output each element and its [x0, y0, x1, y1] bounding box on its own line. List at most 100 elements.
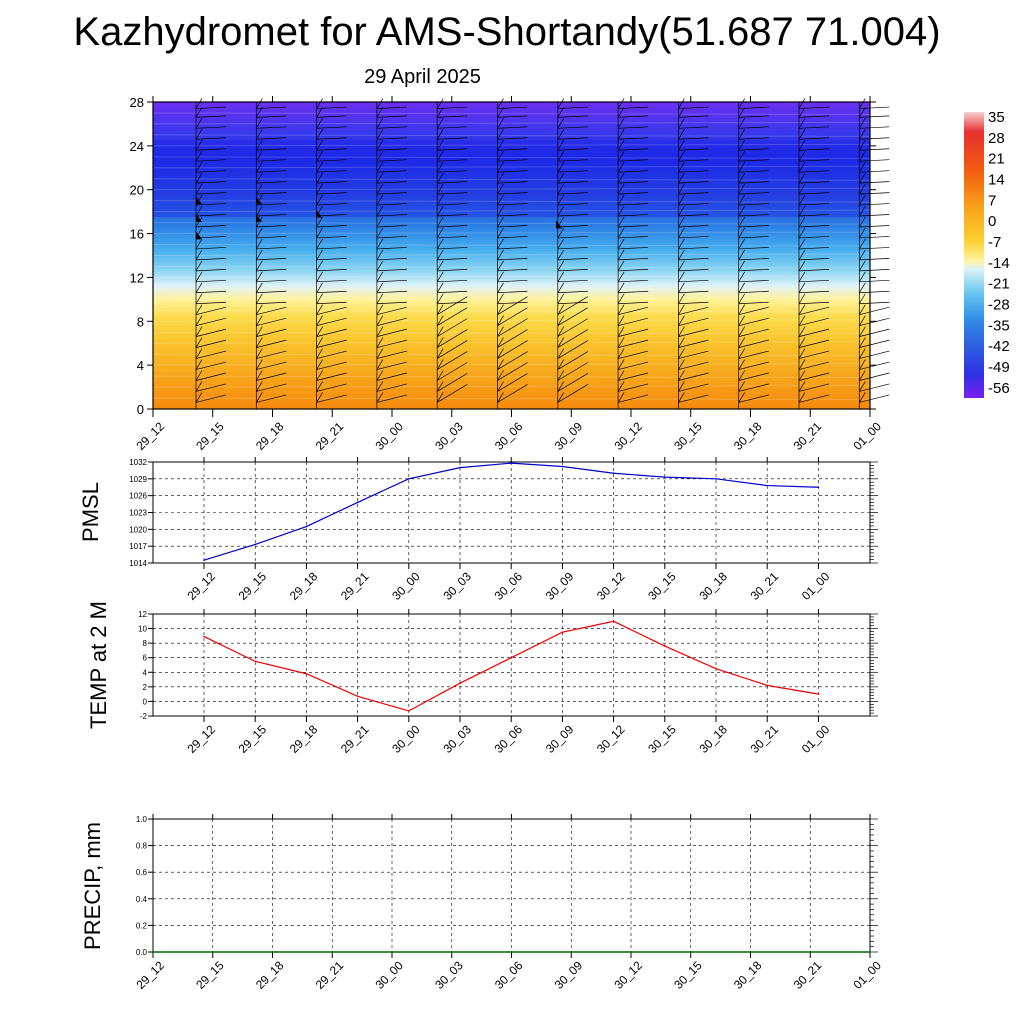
wind-barb: [798, 159, 830, 162]
wind-barb-feather: [678, 348, 685, 359]
y-tick-label: 20: [130, 183, 144, 198]
wind-barb-feather: [497, 249, 504, 261]
wind-barb: [678, 339, 709, 348]
wind-barb-feather: [858, 381, 866, 392]
wind-barb-feather: [858, 370, 866, 381]
wind-barb-feather: [798, 161, 806, 173]
wind-barb-feather: [678, 249, 685, 261]
wind-barb: [497, 279, 528, 283]
wind-barb: [798, 317, 830, 327]
wind-barb: [618, 159, 649, 162]
wind-barb: [557, 247, 588, 250]
wind-barb: [437, 340, 468, 359]
wind-barb-feather: [678, 172, 685, 184]
isotherm-line: [152, 297, 871, 300]
wind-barb-feather: [557, 271, 565, 282]
wind-barb-feather: [436, 107, 444, 118]
wind-barb-feather: [436, 370, 444, 381]
y-tick-label: 8: [137, 314, 144, 329]
wind-barb: [256, 306, 287, 316]
wind-barb: [798, 328, 830, 337]
wind-barb: [497, 258, 528, 261]
isotherm-line: [152, 143, 871, 147]
wind-barb-feather: [858, 359, 866, 370]
wind-pennant: [196, 196, 202, 205]
wind-barb-feather: [557, 140, 565, 151]
wind-barb: [618, 192, 649, 195]
wind-barb-feather: [738, 271, 746, 282]
wind-barb: [195, 148, 227, 151]
wind-barb-feather: [678, 118, 685, 129]
wind-barb: [256, 328, 287, 337]
wind-barb: [678, 126, 709, 129]
isotherm-line: [152, 231, 871, 235]
data-point: [766, 484, 768, 487]
wind-barb-feather: [617, 293, 625, 304]
wind-barb-feather: [678, 238, 685, 250]
x-tick-label: 29_12: [184, 722, 218, 756]
wind-barb-feather: [617, 337, 625, 348]
y-tick-label: 1.0: [136, 815, 148, 824]
y-tick-label: 10: [138, 625, 147, 634]
wind-barb: [859, 181, 890, 184]
wind-barb-feather: [738, 194, 746, 206]
x-tick-label: 29_18: [253, 958, 287, 992]
wind-barb-feather: [858, 172, 866, 184]
wind-barb: [738, 225, 769, 228]
wind-barb: [678, 372, 709, 381]
wind-barb: [798, 372, 830, 381]
wind-barb: [376, 372, 407, 381]
wind-barb: [376, 214, 407, 217]
pmsl-panel: 1014 1017 1020 1023 1026 1029 1032 29_12 29_15 29…: [78, 457, 878, 603]
wind-barb: [376, 383, 407, 392]
y-tick-label: 0.6: [136, 868, 148, 877]
wind-barb-feather: [678, 216, 685, 228]
wind-barb-feather: [376, 293, 384, 304]
wind-barb: [376, 159, 407, 162]
wind-barb-feather: [316, 151, 323, 162]
wind-barb-feather: [195, 216, 203, 228]
wind-barb: [738, 372, 769, 381]
wind-barb: [798, 339, 830, 348]
wind-barb: [678, 258, 709, 261]
wind-barb-feather: [617, 205, 625, 217]
wind-barb-feather: [738, 227, 746, 239]
x-tick-label: 30_15: [645, 722, 679, 756]
wind-barb: [256, 214, 287, 217]
wind-barb: [316, 192, 347, 195]
wind-barb-feather: [255, 326, 263, 337]
wind-barb: [859, 214, 890, 217]
wind-barb: [798, 170, 830, 173]
y-tick-label: 1014: [129, 559, 147, 568]
wind-barb-feather: [376, 304, 384, 315]
wind-barb: [678, 350, 709, 359]
wind-barb: [678, 269, 709, 272]
wind-barb: [798, 137, 830, 140]
wind-barb: [497, 236, 528, 239]
colorbar-label: 35: [988, 109, 1005, 126]
wind-barb-feather: [617, 172, 625, 184]
x-tick-label: 29_18: [287, 569, 321, 603]
wind-barb: [195, 159, 227, 162]
wind-barb-feather: [497, 326, 504, 337]
wind-barb: [557, 373, 588, 392]
x-tick-label: 01_00: [799, 569, 833, 603]
wind-barb: [859, 225, 890, 228]
data-point: [664, 476, 666, 478]
data-point: [510, 656, 512, 659]
wind-barb-feather: [436, 194, 444, 206]
wind-barb-feather: [316, 326, 323, 337]
wind-barb: [195, 372, 227, 381]
wind-barb-feather: [497, 238, 504, 250]
wind-barb: [497, 307, 528, 326]
y-axis-label: PRECIP, mm: [80, 822, 105, 950]
wind-barb: [678, 247, 709, 250]
y-axis-label: PMSL: [78, 482, 103, 542]
x-tick-label: 30_06: [492, 958, 526, 992]
wind-barb-feather: [617, 381, 625, 392]
wind-barb-feather: [557, 304, 565, 315]
wind-barb-feather: [436, 392, 444, 403]
wind-barb-feather: [678, 183, 685, 195]
wind-barb-feather: [858, 129, 866, 140]
wind-barb: [557, 351, 588, 370]
